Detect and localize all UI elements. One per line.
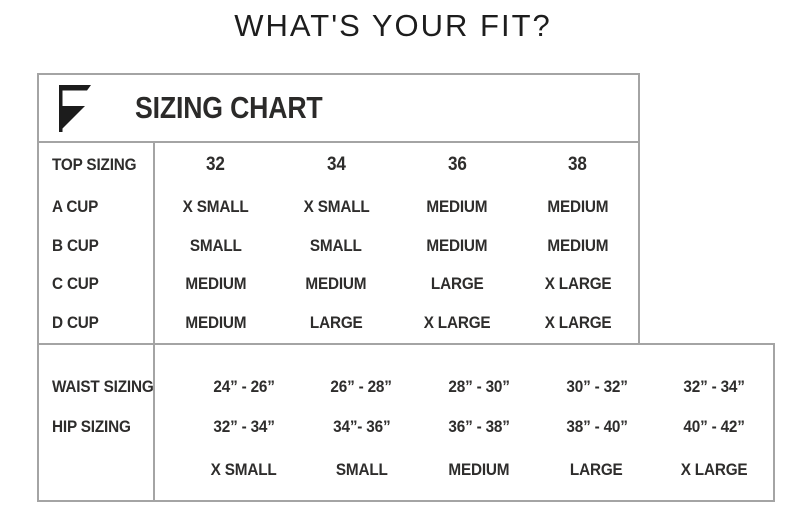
sizing-chart-header: SIZING CHART xyxy=(39,75,638,143)
row-label-a-cup: A CUP xyxy=(52,197,99,216)
table-cell: SMALL xyxy=(310,236,363,255)
table-cell: 24” - 26” xyxy=(213,377,275,396)
table-cell: SMALL xyxy=(189,236,242,255)
row-label-top-sizing: TOP SIZING xyxy=(52,155,137,174)
table-cell: 28” - 30” xyxy=(448,377,510,396)
table-cell: X SMALL xyxy=(303,197,370,216)
table-cell: 30” - 32” xyxy=(565,377,628,396)
table-cell: MEDIUM xyxy=(426,197,488,216)
table-cell: 40” - 42” xyxy=(683,417,746,436)
brand-flag-logo-icon xyxy=(59,84,91,132)
table-cell: MEDIUM xyxy=(426,236,488,255)
table-cell: SMALL xyxy=(335,460,388,479)
table-cell: 36” - 38” xyxy=(448,417,510,436)
table-cell: MEDIUM xyxy=(184,313,246,332)
sizing-chart-title: SIZING CHART xyxy=(135,90,323,125)
table-cell: 36 xyxy=(447,154,467,175)
table-cell: 38” - 40” xyxy=(565,417,628,436)
table-cell: MEDIUM xyxy=(305,274,367,293)
table-cell: LARGE xyxy=(570,460,623,479)
row-label-d-cup: D CUP xyxy=(52,313,99,332)
table-cell: LARGE xyxy=(309,313,363,332)
bottom-sizing-table: WAIST SIZING 24” - 26” 26” - 28” 28” - 3… xyxy=(39,345,773,500)
column-divider xyxy=(153,345,155,500)
row-label-c-cup: C CUP xyxy=(52,274,99,293)
table-cell: X LARGE xyxy=(544,274,611,293)
table-cell: X SMALL xyxy=(210,460,277,479)
table-cell: X LARGE xyxy=(423,313,491,332)
table-cell: 38 xyxy=(568,154,587,175)
waist-hip-sizing-panel: WAIST SIZING 24” - 26” 26” - 28” 28” - 3… xyxy=(37,343,775,502)
sizing-chart-panel: SIZING CHART TOP SIZING 32 34 36 38 A CU… xyxy=(37,73,640,343)
row-label-hip-sizing: HIP SIZING xyxy=(52,417,131,436)
table-cell: X LARGE xyxy=(680,460,748,479)
row-label-waist-sizing: WAIST SIZING xyxy=(52,377,154,396)
table-cell: 32” - 34” xyxy=(683,377,746,396)
table-cell: 32 xyxy=(206,154,225,175)
table-cell: 34”- 36” xyxy=(332,417,391,436)
table-cell: 26” - 28” xyxy=(330,377,393,396)
table-cell: MEDIUM xyxy=(547,236,609,255)
table-cell: 32” - 34” xyxy=(213,417,275,436)
table-cell: MEDIUM xyxy=(547,197,609,216)
table-cell: X SMALL xyxy=(182,197,249,216)
table-cell: MEDIUM xyxy=(448,460,510,479)
table-cell: 34 xyxy=(326,154,346,175)
row-label-empty xyxy=(39,447,155,493)
top-sizing-table: TOP SIZING 32 34 36 38 A CUP X SMALL X S… xyxy=(39,143,638,343)
table-cell: X LARGE xyxy=(544,313,611,332)
page-title: WHAT'S YOUR FIT? xyxy=(234,8,552,43)
row-label-b-cup: B CUP xyxy=(52,236,99,255)
column-divider xyxy=(153,143,155,343)
table-cell: LARGE xyxy=(430,274,484,293)
table-cell: MEDIUM xyxy=(184,274,246,293)
